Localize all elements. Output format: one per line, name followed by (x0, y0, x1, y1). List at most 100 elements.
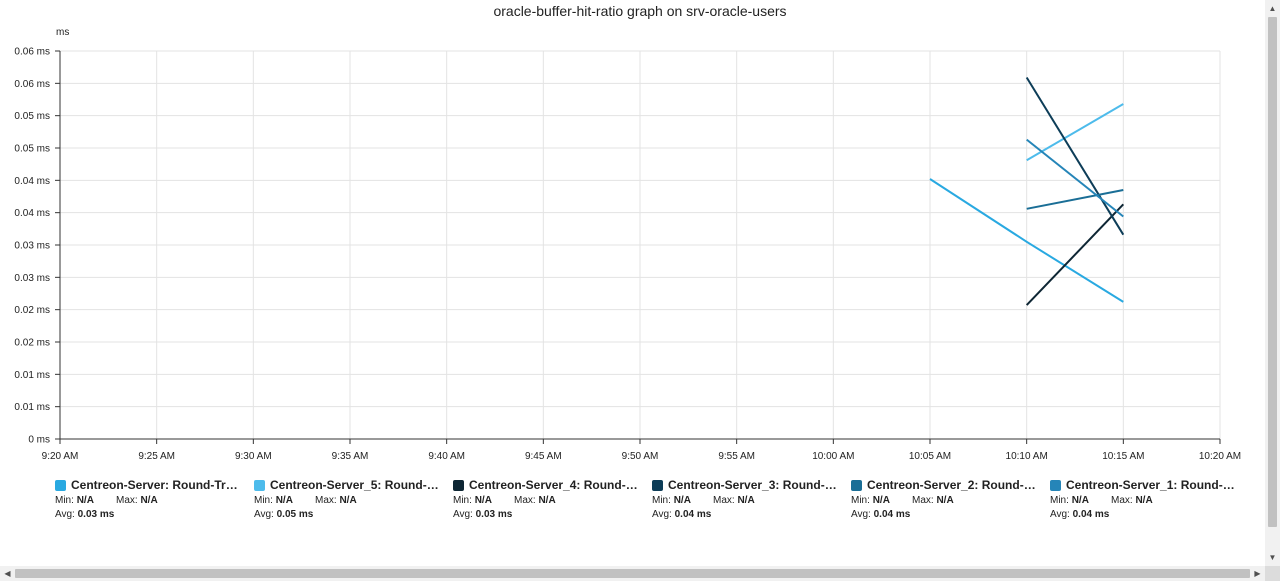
legend-min-max: Min: N/A Max: N/A (1050, 494, 1235, 507)
min-value: N/A (275, 495, 293, 506)
legend-item[interactable]: Centreon-Server_1: Round-Tr... Min: N/A Ma… (1050, 478, 1235, 521)
y-tick-label: 0.01 ms (14, 402, 50, 413)
legend-series-name: Centreon-Server: Round-Trip ... (71, 479, 240, 492)
x-tick-label: 9:45 AM (525, 451, 562, 462)
legend-avg: Avg: 0.04 ms (1050, 508, 1235, 521)
series-line (1026, 189, 1124, 210)
legend-min-max: Min: N/A Max: N/A (851, 494, 1036, 507)
avg-label: Avg: (851, 509, 871, 520)
legend-item[interactable]: Centreon-Server_4: Round-Tr... Min: N/A Ma… (453, 478, 638, 521)
legend-item[interactable]: Centreon-Server_3: Round-Tr... Min: N/A Ma… (652, 478, 837, 521)
legend-max: Max: N/A (713, 494, 774, 507)
legend-min: Min: N/A (55, 494, 116, 507)
x-tick-label: 10:15 AM (1102, 451, 1144, 462)
avg-value: 0.04 ms (674, 509, 712, 520)
vertical-scrollbar[interactable]: ▲ ▼ (1265, 0, 1280, 566)
legend-avg: Avg: 0.03 ms (453, 508, 638, 521)
scroll-right-icon[interactable]: ▶ (1254, 569, 1261, 578)
x-tick-label: 10:20 AM (1199, 451, 1241, 462)
max-label: Max: (1111, 495, 1133, 506)
max-value: N/A (339, 495, 357, 506)
legend-avg: Avg: 0.04 ms (652, 508, 837, 521)
y-tick-label: 0.03 ms (14, 241, 50, 252)
scroll-down-icon[interactable]: ▼ (1268, 553, 1277, 562)
avg-label: Avg: (652, 509, 672, 520)
legend-series-name: Centreon-Server_5: Round-Tr... (270, 479, 439, 492)
legend-avg: Avg: 0.05 ms (254, 508, 439, 521)
y-unit-label: ms (56, 27, 69, 38)
legend-header: Centreon-Server: Round-Trip ... (55, 478, 240, 493)
legend-swatch (254, 480, 265, 491)
y-tick-label: 0.06 ms (14, 79, 50, 90)
legend-swatch (1050, 480, 1061, 491)
legend-min-max: Min: N/A Max: N/A (254, 494, 439, 507)
legend-min: Min: N/A (453, 494, 514, 507)
scroll-up-icon[interactable]: ▲ (1268, 4, 1277, 13)
legend-item[interactable]: Centreon-Server_5: Round-Tr... Min: N/A Ma… (254, 478, 439, 521)
legend-swatch (652, 480, 663, 491)
legend-series-name: Centreon-Server_1: Round-Tr... (1066, 479, 1235, 492)
series-line (1025, 203, 1125, 306)
y-tick-label: 0.04 ms (14, 208, 50, 219)
max-value: N/A (538, 495, 556, 506)
legend-min: Min: N/A (652, 494, 713, 507)
min-value: N/A (474, 495, 492, 506)
legend-header: Centreon-Server_3: Round-Tr... (652, 478, 837, 493)
legend-min: Min: N/A (254, 494, 315, 507)
x-tick-label: 9:25 AM (138, 451, 175, 462)
legend-header: Centreon-Server_2: Round-Tr... (851, 478, 1036, 493)
scroll-left-icon[interactable]: ◀ (4, 569, 11, 578)
legend-min-max: Min: N/A Max: N/A (652, 494, 837, 507)
y-tick-label: 0.03 ms (14, 273, 50, 284)
legend-max: Max: N/A (116, 494, 177, 507)
x-tick-label: 9:50 AM (622, 451, 659, 462)
min-label: Min: (1050, 495, 1069, 506)
legend-header: Centreon-Server_1: Round-Tr... (1050, 478, 1235, 493)
avg-value: 0.04 ms (873, 509, 911, 520)
max-label: Max: (315, 495, 337, 506)
horizontal-scrollbar[interactable]: ◀ ▶ (0, 566, 1265, 581)
legend-header: Centreon-Server_4: Round-Tr... (453, 478, 638, 493)
legend-avg: Avg: 0.03 ms (55, 508, 240, 521)
max-value: N/A (1135, 495, 1153, 506)
legend: Centreon-Server: Round-Trip ... Min: N/A M… (55, 478, 1255, 522)
min-value: N/A (1071, 495, 1089, 506)
y-tick-label: 0 ms (28, 435, 50, 446)
x-tick-label: 10:00 AM (812, 451, 854, 462)
legend-series-name: Centreon-Server_2: Round-Tr... (867, 479, 1036, 492)
vertical-scroll-thumb[interactable] (1268, 17, 1277, 527)
y-tick-label: 0.04 ms (14, 176, 50, 187)
avg-label: Avg: (254, 509, 274, 520)
x-tick-label: 10:10 AM (1006, 451, 1048, 462)
chart-title: oracle-buffer-hit-ratio graph on srv-ora… (493, 3, 786, 19)
axes: 9:20 AM 9:25 AM 9:30 AM 9:35 AM 9:40 AM 9:45 … (14, 47, 1241, 463)
line-chart: oracle-buffer-hit-ratio graph on srv-ora… (14, 3, 1241, 463)
legend-series-name: Centreon-Server_3: Round-Tr... (668, 479, 837, 492)
max-label: Max: (713, 495, 735, 506)
legend-swatch (453, 480, 464, 491)
legend-min: Min: N/A (851, 494, 912, 507)
legend-item[interactable]: Centreon-Server_2: Round-Tr... Min: N/A Ma… (851, 478, 1036, 521)
series-line (1025, 76, 1125, 236)
legend-max: Max: N/A (1111, 494, 1172, 507)
min-label: Min: (851, 495, 870, 506)
legend-max: Max: N/A (912, 494, 973, 507)
min-label: Min: (55, 495, 74, 506)
legend-min-max: Min: N/A Max: N/A (55, 494, 240, 507)
legend-swatch (851, 480, 862, 491)
max-label: Max: (116, 495, 138, 506)
min-value: N/A (76, 495, 94, 506)
avg-value: 0.03 ms (77, 509, 115, 520)
x-tick-label: 9:35 AM (332, 451, 369, 462)
x-tick-label: 9:20 AM (42, 451, 79, 462)
horizontal-scroll-thumb[interactable] (15, 569, 1250, 578)
legend-item[interactable]: Centreon-Server: Round-Trip ... Min: N/A M… (55, 478, 240, 521)
min-label: Min: (453, 495, 472, 506)
y-tick-label: 0.05 ms (14, 111, 50, 122)
avg-label: Avg: (453, 509, 473, 520)
x-tick-label: 10:05 AM (909, 451, 951, 462)
legend-swatch (55, 480, 66, 491)
legend-avg: Avg: 0.04 ms (851, 508, 1036, 521)
y-tick-label: 0.02 ms (14, 338, 50, 349)
y-tick-label: 0.02 ms (14, 305, 50, 316)
